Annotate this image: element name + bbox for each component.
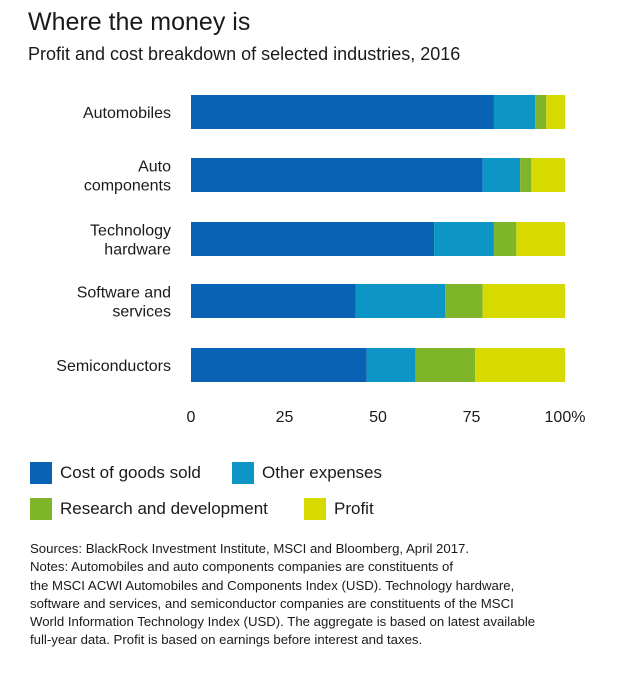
- category-label: Auto components: [84, 159, 171, 195]
- bar-segment: [191, 95, 494, 129]
- legend-swatch: [304, 498, 326, 520]
- legend-label: Cost of goods sold: [60, 463, 201, 482]
- sources-line: Notes: Automobiles and auto components c…: [30, 559, 453, 575]
- category-label: Software and services: [77, 285, 171, 321]
- legend-swatch: [232, 462, 254, 484]
- bar-segment: [415, 348, 476, 382]
- bar-segment: [516, 222, 565, 256]
- legend-label: Research and development: [60, 499, 268, 518]
- x-tick-label: 0: [187, 409, 196, 426]
- chart-subtitle: Profit and cost breakdown of selected in…: [28, 44, 461, 64]
- bar-segment: [191, 158, 483, 192]
- bar-segment: [191, 348, 367, 382]
- bar-segment: [366, 348, 416, 382]
- category-label: Semiconductors: [56, 358, 171, 375]
- bar-segment: [531, 158, 565, 192]
- bar-segment: [475, 348, 565, 382]
- x-tick-label: 50: [369, 409, 387, 426]
- bar-segment: [493, 95, 536, 129]
- category-label: Technology hardware: [90, 223, 171, 259]
- bar-segment: [520, 158, 532, 192]
- x-tick-label: 100%: [545, 409, 586, 426]
- legend-item: Profit: [304, 498, 374, 520]
- bar-segment: [535, 95, 547, 129]
- legend-label: Profit: [334, 499, 374, 518]
- bar-segment: [482, 158, 521, 192]
- legend-swatch: [30, 462, 52, 484]
- legend-swatch: [30, 498, 52, 520]
- legend-item: Other expenses: [232, 462, 382, 484]
- bar-segment: [546, 95, 565, 129]
- x-tick-label: 25: [276, 409, 294, 426]
- sources-line: full-year data. Profit is based on earni…: [30, 632, 423, 648]
- stacked-bar-chart: Automobiles Auto components Technology hardw…: [56, 95, 586, 426]
- bar-segment: [445, 284, 483, 318]
- legend-item: Research and development: [30, 498, 268, 520]
- category-label: Automobiles: [83, 105, 171, 122]
- legend-item: Cost of goods sold: [30, 462, 201, 484]
- bar-segment: [434, 222, 494, 256]
- legend-label: Other expenses: [262, 463, 383, 482]
- bar-segment: [355, 284, 446, 318]
- bar-segment: [191, 284, 356, 318]
- sources-line: Sources: BlackRock Investment Institute,…: [30, 541, 470, 556]
- sources-notes: Sources: BlackRock Investment Institute,…: [30, 540, 630, 650]
- sources-line: software and services, and semiconductor…: [30, 595, 514, 611]
- bar-segment: [191, 222, 435, 256]
- bar-segment: [493, 222, 517, 256]
- bar-segment: [482, 284, 565, 318]
- sources-line: World Information Technology Index (USD)…: [30, 614, 536, 630]
- sources-line: the MSCI ACWI Automobiles and Components…: [30, 577, 515, 593]
- chart-title: Where the money is: [28, 8, 251, 36]
- x-tick-label: 75: [463, 409, 481, 426]
